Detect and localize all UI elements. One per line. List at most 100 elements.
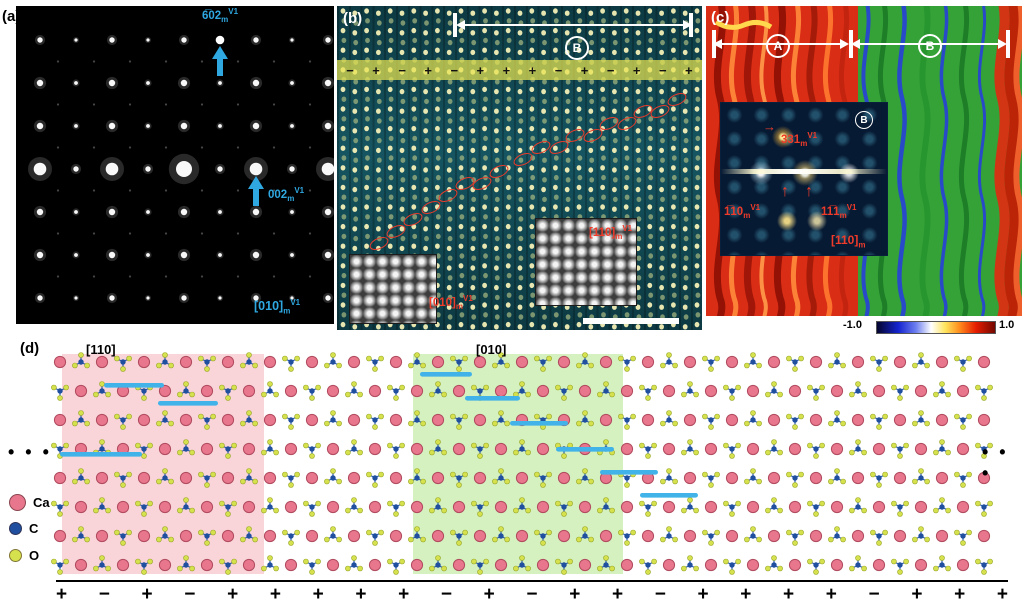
reflection-label-602: 6̅02mV1: [180, 7, 260, 24]
polarity-symbol: +: [424, 62, 433, 78]
label-main: 11̅1: [821, 205, 840, 218]
arrow-up-icon: ↑: [781, 183, 789, 200]
range-bar-icon: [453, 13, 457, 37]
polarity-symbol: +: [685, 62, 693, 78]
up-arrow-icon: [248, 176, 264, 206]
label-main: 002: [268, 188, 288, 201]
label-main: 6̅02: [201, 9, 222, 22]
colorbar: [876, 321, 996, 334]
label-sup: V1: [750, 203, 761, 212]
label-sub: m: [287, 194, 295, 204]
continuation-dots-right: • • •: [982, 442, 1009, 483]
stem-inset-right: [535, 218, 637, 306]
strain-highlight: [714, 19, 773, 30]
label-sub: m: [800, 139, 808, 149]
polarity-symbol: −: [346, 62, 354, 78]
baseline: [56, 580, 1008, 582]
label-sub: m: [455, 302, 463, 312]
label-sub: m: [615, 232, 623, 242]
colorbar-max-label: 1.0: [999, 319, 1015, 331]
polarity-symbol: +: [611, 584, 624, 605]
polarity-symbol: −: [98, 584, 110, 605]
colorbar-min-label: -1.0: [843, 319, 862, 331]
polarity-symbol: +: [355, 584, 367, 605]
range-bar-icon: [1006, 30, 1010, 58]
panel-c-strain-map: (c) A B → 331mV1 B ↑ ↑ 1̅10mV1 11̅1mV1 […: [706, 6, 1022, 316]
legend-label: C: [29, 521, 39, 536]
polarity-symbol: +: [227, 584, 239, 605]
polarity-symbol: +: [954, 584, 966, 605]
polarity-symbol: +: [783, 584, 795, 605]
region-label: B: [572, 41, 582, 55]
polarity-symbol: −: [868, 584, 880, 605]
panel-a-diffraction-pattern: 6̅02mV1 002mV1 [010]mV1: [16, 6, 334, 324]
label-main: [010]: [254, 299, 284, 314]
c-atom-icon: [9, 522, 22, 535]
legend-label: O: [29, 548, 40, 563]
stacking-fault-segments: [60, 372, 698, 498]
label-sup: V1: [228, 7, 239, 16]
arrow-right-icon: →: [763, 119, 776, 134]
polarity-symbol: +: [502, 62, 511, 78]
panel-d-label: (d): [20, 340, 40, 357]
label-sup: V1: [846, 203, 857, 212]
fft-inset: → 331mV1 B ↑ ↑ 1̅10mV1 11̅1mV1 [110]m: [720, 102, 888, 256]
polarity-symbol: −: [440, 584, 452, 605]
panel-b-label: (b): [343, 10, 363, 27]
label-sub: m: [283, 306, 291, 316]
region-label: A: [773, 39, 783, 53]
polarity-symbol: −: [606, 62, 615, 78]
polarity-symbol: +: [141, 584, 153, 605]
label-main: 1̅10: [724, 205, 744, 218]
polarity-sequence: + − + − + + + + + − + − + + − + + + + − + + +: [56, 584, 1008, 606]
legend-item-o: O: [9, 548, 39, 563]
polarity-symbol: +: [56, 584, 68, 605]
polarity-symbol: +: [996, 584, 1008, 605]
reflection-label-110: 1̅10mV1: [724, 203, 760, 220]
up-arrow-icon: [212, 46, 228, 76]
diffraction-spot-pattern: [28, 34, 334, 304]
polarity-symbol: +: [528, 62, 537, 78]
region-b-badge: B: [918, 34, 942, 58]
region-label: B: [925, 39, 935, 53]
label-main: [110]: [589, 226, 616, 239]
label-sup: V1: [622, 224, 633, 233]
ca-atom-icon: [9, 494, 26, 511]
label-sub: m: [839, 211, 847, 221]
label-main: [110]: [831, 233, 859, 247]
panel-d-atomic-model: (d) [110] [010] • • • • • • Ca C O + − + − + + +…: [0, 338, 1024, 610]
scale-bar: [583, 318, 679, 324]
polarity-symbol: −: [398, 62, 406, 78]
fft-streak: [721, 169, 887, 174]
polarity-symbol: −: [526, 584, 538, 605]
double-arrow-icon: [456, 20, 692, 30]
direction-label-110: [110]: [86, 342, 116, 357]
region-label: B: [860, 114, 868, 126]
reflection-label-111: 11̅1mV1: [821, 203, 856, 220]
region-a-badge: A: [766, 34, 790, 58]
label-sup: V1: [807, 131, 818, 140]
region-b-badge: B: [855, 111, 873, 129]
label-main: 331: [781, 133, 801, 146]
label-sup: V1: [290, 298, 301, 307]
polarity-symbol: +: [632, 62, 641, 78]
panel-a-label: (a): [2, 8, 21, 25]
panel-c-label: (c): [711, 9, 730, 26]
polarity-symbol: −: [450, 62, 459, 78]
o-atom-icon: [9, 549, 22, 562]
polarity-symbol: +: [269, 584, 281, 605]
polarity-symbol: −: [184, 584, 196, 605]
direction-label-010: [010]: [476, 342, 507, 357]
polarity-symbol: +: [398, 584, 410, 605]
label-main: [010]: [429, 296, 456, 309]
polarity-symbol: +: [697, 584, 709, 605]
reflection-label-002: 002mV1: [268, 186, 304, 203]
polarity-symbol: −: [658, 62, 667, 78]
polarity-symbol: +: [569, 584, 581, 605]
zone-axis-label-a: [010]mV1: [254, 298, 300, 316]
atomic-structure-drawing: [51, 352, 993, 575]
reflection-label-331: 331mV1: [781, 131, 817, 148]
legend-item-ca: Ca: [9, 494, 50, 511]
zone-axis-label-c: [110]m: [831, 233, 865, 249]
